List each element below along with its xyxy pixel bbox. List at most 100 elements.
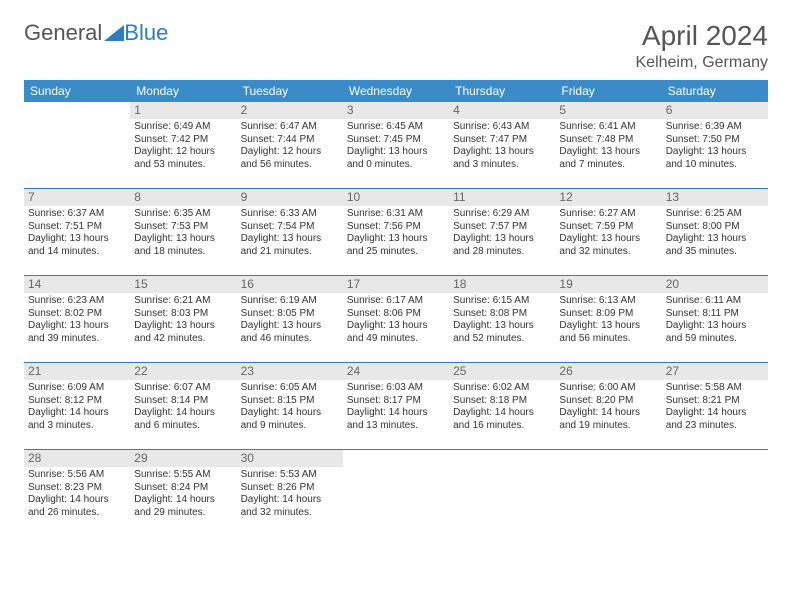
cell-line: Daylight: 12 hours (134, 146, 232, 159)
cell-line: and 16 minutes. (453, 420, 551, 433)
cell-line: Sunrise: 6:43 AM (453, 121, 551, 134)
calendar-cell: 20Sunrise: 6:11 AMSunset: 8:11 PMDayligh… (662, 276, 768, 363)
weekday-header: Tuesday (237, 80, 343, 102)
cell-line: Sunset: 8:08 PM (453, 308, 551, 321)
cell-line: Daylight: 14 hours (134, 407, 232, 420)
cell-line: Daylight: 14 hours (134, 494, 232, 507)
cell-line: Daylight: 13 hours (453, 233, 551, 246)
cell-line: and 6 minutes. (134, 420, 232, 433)
cell-line: Sunset: 8:06 PM (347, 308, 445, 321)
weekday-header: Sunday (24, 80, 130, 102)
day-number: 15 (130, 276, 236, 293)
calendar-cell: 13Sunrise: 6:25 AMSunset: 8:00 PMDayligh… (662, 189, 768, 276)
calendar-cell: 29Sunrise: 5:55 AMSunset: 8:24 PMDayligh… (130, 450, 236, 537)
calendar-cell: 8Sunrise: 6:35 AMSunset: 7:53 PMDaylight… (130, 189, 236, 276)
cell-line: Sunrise: 6:19 AM (241, 295, 339, 308)
logo-triangle-icon (104, 25, 124, 41)
day-number: 25 (449, 363, 555, 380)
calendar-cell (662, 450, 768, 537)
cell-line: Daylight: 13 hours (28, 320, 126, 333)
day-number: 24 (343, 363, 449, 380)
cell-line: Sunrise: 6:05 AM (241, 382, 339, 395)
day-number: 5 (555, 102, 661, 119)
cell-line: Daylight: 13 hours (666, 146, 764, 159)
day-number: 29 (130, 450, 236, 467)
calendar-cell: 30Sunrise: 5:53 AMSunset: 8:26 PMDayligh… (237, 450, 343, 537)
cell-line: Sunrise: 6:33 AM (241, 208, 339, 221)
cell-line: and 49 minutes. (347, 333, 445, 346)
calendar-cell: 2Sunrise: 6:47 AMSunset: 7:44 PMDaylight… (237, 102, 343, 189)
calendar-cell (24, 102, 130, 189)
cell-line: and 14 minutes. (28, 246, 126, 259)
cell-line: Daylight: 14 hours (28, 494, 126, 507)
cell-line: Sunrise: 6:41 AM (559, 121, 657, 134)
day-number: 11 (449, 189, 555, 206)
cell-line: Daylight: 13 hours (347, 320, 445, 333)
cell-line: Daylight: 13 hours (453, 320, 551, 333)
cell-line: and 32 minutes. (241, 507, 339, 520)
calendar-cell: 10Sunrise: 6:31 AMSunset: 7:56 PMDayligh… (343, 189, 449, 276)
calendar-cell: 17Sunrise: 6:17 AMSunset: 8:06 PMDayligh… (343, 276, 449, 363)
calendar-head: SundayMondayTuesdayWednesdayThursdayFrid… (24, 80, 768, 102)
cell-line: Daylight: 14 hours (453, 407, 551, 420)
calendar-cell: 23Sunrise: 6:05 AMSunset: 8:15 PMDayligh… (237, 363, 343, 450)
location: Kelheim, Germany (636, 54, 769, 72)
cell-line: Daylight: 14 hours (559, 407, 657, 420)
cell-line: Daylight: 13 hours (241, 233, 339, 246)
cell-line: and 52 minutes. (453, 333, 551, 346)
cell-line: Sunrise: 6:21 AM (134, 295, 232, 308)
cell-line: Sunset: 7:45 PM (347, 134, 445, 147)
cell-line: Sunrise: 6:25 AM (666, 208, 764, 221)
cell-line: Daylight: 12 hours (241, 146, 339, 159)
cell-line: Sunrise: 6:11 AM (666, 295, 764, 308)
cell-line: Sunrise: 6:15 AM (453, 295, 551, 308)
cell-line: Sunrise: 6:09 AM (28, 382, 126, 395)
cell-line: Daylight: 14 hours (666, 407, 764, 420)
calendar-cell: 9Sunrise: 6:33 AMSunset: 7:54 PMDaylight… (237, 189, 343, 276)
calendar-cell: 18 Sunrise: 6:15 AMSunset: 8:08 PMDayligh… (449, 276, 555, 363)
cell-line: Sunset: 8:17 PM (347, 395, 445, 408)
calendar-cell (449, 450, 555, 537)
calendar-cell (555, 450, 661, 537)
calendar-cell: 3Sunrise: 6:45 AMSunset: 7:45 PMDaylight… (343, 102, 449, 189)
cell-line: Sunrise: 6:29 AM (453, 208, 551, 221)
cell-line: Sunset: 8:00 PM (666, 221, 764, 234)
cell-line: and 32 minutes. (559, 246, 657, 259)
cell-line: Sunrise: 6:31 AM (347, 208, 445, 221)
cell-line: Sunset: 7:44 PM (241, 134, 339, 147)
cell-line: and 28 minutes. (453, 246, 551, 259)
cell-line: Sunset: 8:23 PM (28, 482, 126, 495)
cell-line: Sunset: 7:56 PM (347, 221, 445, 234)
cell-line: and 19 minutes. (559, 420, 657, 433)
cell-line: and 21 minutes. (241, 246, 339, 259)
calendar-cell: 11Sunrise: 6:29 AMSunset: 7:57 PMDayligh… (449, 189, 555, 276)
cell-line: and 35 minutes. (666, 246, 764, 259)
day-number: 18 (449, 276, 555, 293)
cell-line: and 18 minutes. (134, 246, 232, 259)
cell-line: Sunrise: 5:53 AM (241, 469, 339, 482)
cell-line: Sunrise: 6:17 AM (347, 295, 445, 308)
calendar-cell: 16Sunrise: 6:19 AMSunset: 8:05 PMDayligh… (237, 276, 343, 363)
cell-line: and 26 minutes. (28, 507, 126, 520)
calendar-cell: 4Sunrise: 6:43 AMSunset: 7:47 PMDaylight… (449, 102, 555, 189)
cell-line: Daylight: 13 hours (134, 320, 232, 333)
day-number: 20 (662, 276, 768, 293)
cell-line: Sunset: 8:03 PM (134, 308, 232, 321)
cell-line: Sunset: 8:09 PM (559, 308, 657, 321)
calendar-cell (343, 450, 449, 537)
cell-line: Sunset: 7:47 PM (453, 134, 551, 147)
day-number: 14 (24, 276, 130, 293)
cell-line: and 3 minutes. (453, 159, 551, 172)
cell-line: and 39 minutes. (28, 333, 126, 346)
cell-line: and 59 minutes. (666, 333, 764, 346)
weekday-header: Saturday (662, 80, 768, 102)
calendar-cell: 14Sunrise: 6:23 AMSunset: 8:02 PMDayligh… (24, 276, 130, 363)
cell-line: Daylight: 14 hours (28, 407, 126, 420)
cell-line: Sunrise: 5:58 AM (666, 382, 764, 395)
day-number: 27 (662, 363, 768, 380)
calendar-cell: 19Sunrise: 6:13 AMSunset: 8:09 PMDayligh… (555, 276, 661, 363)
cell-line: Sunset: 8:26 PM (241, 482, 339, 495)
day-number: 28 (24, 450, 130, 467)
cell-line: Sunrise: 6:23 AM (28, 295, 126, 308)
cell-line: and 13 minutes. (347, 420, 445, 433)
